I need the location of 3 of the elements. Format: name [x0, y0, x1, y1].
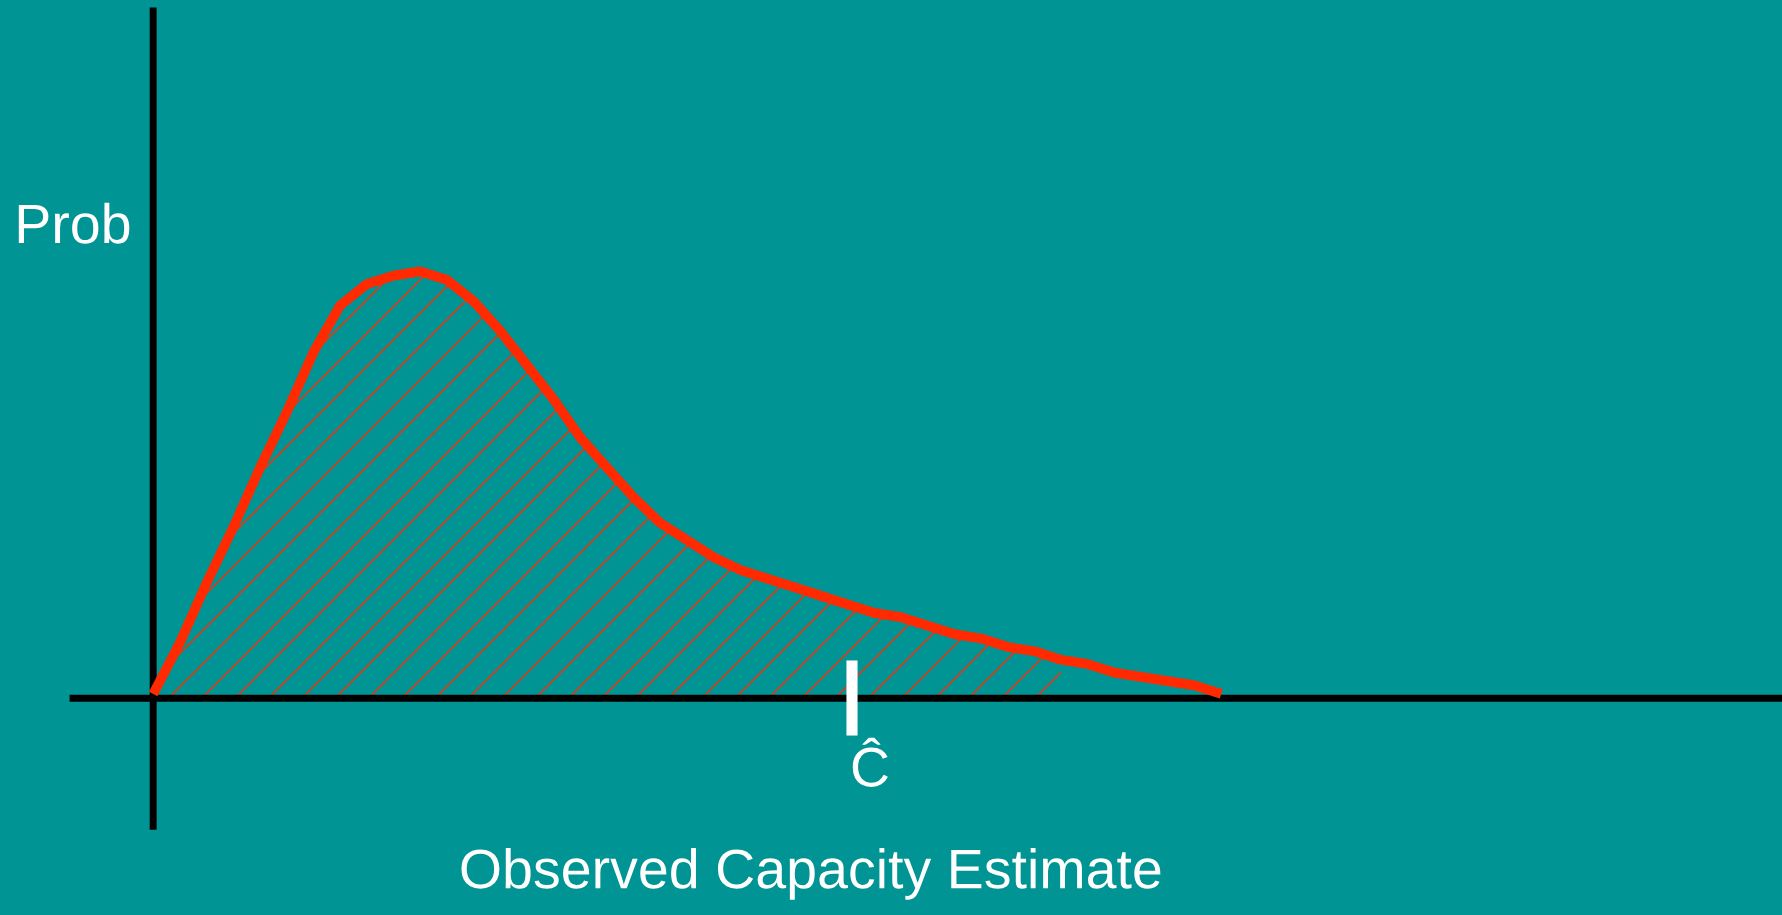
x-axis-title: Observed Capacity Estimate [461, 847, 1161, 900]
y-axis-title: Prob [18, 202, 130, 244]
text: Ĉ [852, 737, 888, 787]
